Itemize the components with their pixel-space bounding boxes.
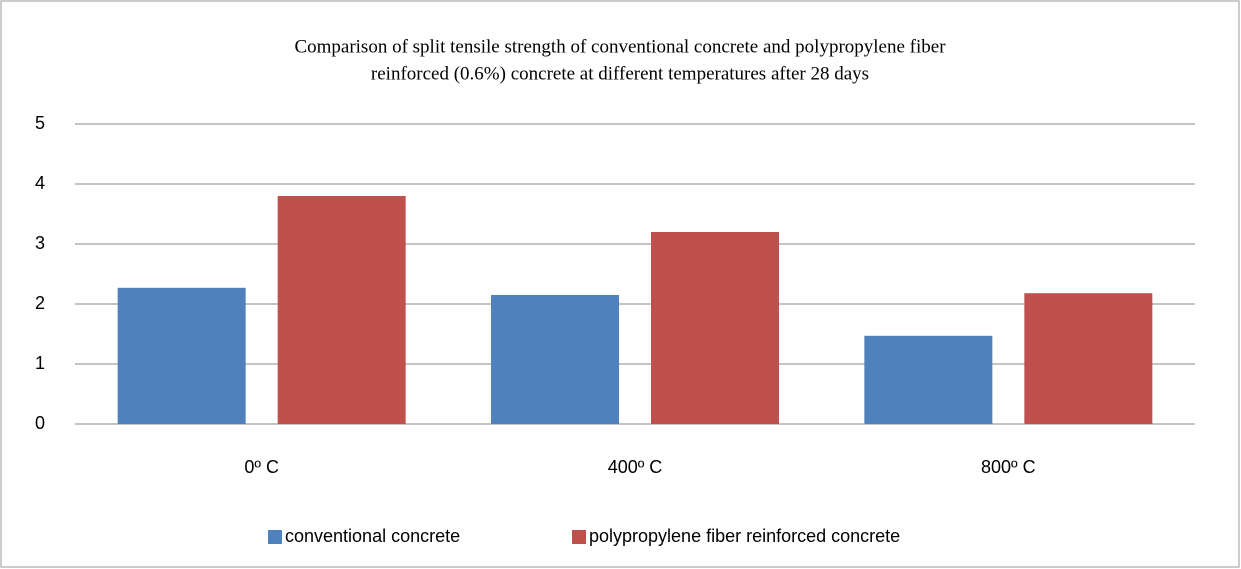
y-tick-label: 4: [35, 173, 45, 193]
y-tick-label: 1: [35, 353, 45, 373]
bar: [1024, 293, 1153, 424]
legend-swatch: [572, 530, 586, 544]
x-tick-label: 800º C: [981, 457, 1036, 477]
chart-title: Comparison of split tensile strength of …: [294, 36, 946, 57]
bar: [864, 335, 993, 424]
legend-label: conventional concrete: [285, 526, 460, 546]
legend-label: polypropylene fiber reinforced concrete: [589, 526, 900, 546]
y-tick-label: 5: [35, 113, 45, 133]
y-tick-label: 2: [35, 293, 45, 313]
bar: [651, 232, 779, 424]
bar: [117, 287, 246, 424]
y-tick-label: 0: [35, 413, 45, 433]
y-tick-label: 3: [35, 233, 45, 253]
bar: [277, 196, 406, 424]
bar: [491, 295, 619, 424]
x-tick-label: 0º C: [244, 457, 279, 477]
chart-title: reinforced (0.6%) concrete at different …: [371, 63, 869, 84]
x-tick-label: 400º C: [608, 457, 663, 477]
legend-swatch: [268, 530, 282, 544]
